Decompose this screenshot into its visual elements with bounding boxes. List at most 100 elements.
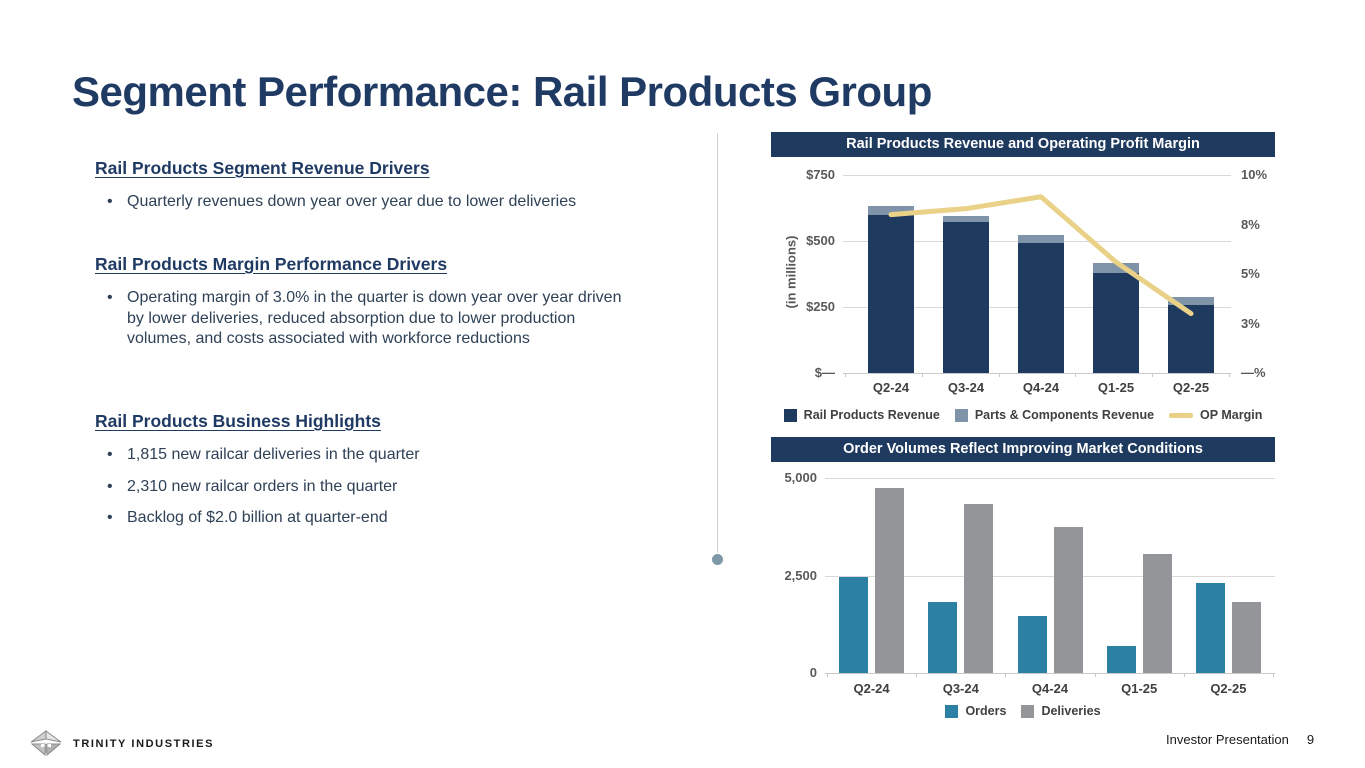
right-axis-tick-label: 3% [1241, 315, 1260, 331]
section-margin-drivers: Rail Products Margin Performance Drivers… [95, 254, 695, 361]
bullet-item: 2,310 new railcar orders in the quarter [95, 477, 627, 498]
revenue-margin-chart: Rail Products Revenue and Operating Prof… [771, 132, 1275, 430]
bullet-list: Operating margin of 3.0% in the quarter … [95, 288, 627, 350]
legend-item: Deliveries [1021, 704, 1101, 718]
x-axis-tick [1152, 373, 1154, 377]
x-axis-tick [921, 373, 923, 377]
order-volumes-plot: 5,000 2,500 0 Q2-24 Q3-24 Q4-24 Q1-25 Q2-25 [771, 437, 1275, 734]
left-axis-tick-label: $750 [806, 167, 835, 182]
parts-components-revenue-bar [1093, 263, 1139, 273]
rail-revenue-legend-swatch [783, 408, 797, 422]
y-axis-tick-label: 2,500 [784, 567, 817, 583]
x-axis-tick [1183, 673, 1185, 677]
bullet-item: 1,815 new railcar deliveries in the quar… [95, 445, 627, 466]
right-axis-tick-label: 10% [1241, 167, 1268, 182]
x-axis-tick [998, 373, 1000, 377]
bullet-list: Quarterly revenues down year over year d… [95, 192, 627, 213]
deliveries-legend-swatch [1021, 704, 1035, 718]
rail-products-revenue-bar [943, 221, 989, 373]
section-heading: Rail Products Margin Performance Drivers [95, 254, 448, 274]
legend-label: OP Margin [1200, 408, 1263, 422]
section-heading: Rail Products Segment Revenue Drivers [95, 158, 430, 178]
parts-components-revenue-bar [868, 205, 914, 215]
legend-label: Parts & Components Revenue [974, 408, 1155, 422]
rail-products-revenue-bar [1093, 272, 1139, 373]
legend-item: OP Margin [1169, 408, 1262, 422]
x-axis-label: Q3-24 [942, 681, 979, 696]
left-axis-tick-label: $250 [806, 299, 835, 314]
rail-products-revenue-bar [868, 214, 914, 373]
x-axis-tick [1005, 673, 1007, 677]
x-axis-label: Q1-25 [1097, 380, 1135, 395]
legend-item: Parts & Components Revenue [954, 408, 1155, 422]
left-axis-tick-label: $500 [806, 233, 835, 248]
legend-label: Deliveries [1041, 704, 1101, 718]
bullet-list: 1,815 new railcar deliveries in the quar… [95, 445, 627, 529]
gridline [843, 175, 1231, 176]
x-axis-label: Q2-24 [872, 380, 910, 395]
section-heading: Rail Products Business Highlights [95, 411, 381, 431]
x-axis-label: Q2-25 [1172, 380, 1210, 395]
x-axis-tick [916, 673, 918, 677]
legend-item: Orders [945, 704, 1006, 718]
revenue-margin-legend: Rail Products Revenue Parts & Components … [771, 408, 1275, 422]
x-axis-label: Q3-24 [947, 380, 985, 395]
section-business-highlights: Rail Products Business Highlights 1,815 … [95, 411, 695, 540]
orders-bar [928, 602, 958, 673]
section-revenue-drivers: Rail Products Segment Revenue Drivers Qu… [95, 158, 695, 224]
revenue-margin-plot: $750 $500 $250 $— (in millions) 10% 8% 5% 3% —% Q2… [771, 132, 1275, 430]
parts-components-revenue-bar [943, 215, 989, 222]
x-axis-tick [1075, 373, 1077, 377]
deliveries-bar [1142, 553, 1172, 673]
page-title: Segment Performance: Rail Products Group [72, 68, 932, 115]
x-axis-label: Q2-25 [1210, 681, 1247, 696]
page-number: 9 [1306, 732, 1315, 747]
trinity-diamond-icon [30, 730, 62, 757]
gridline [825, 575, 1275, 577]
x-axis-label: Q1-25 [1121, 681, 1158, 696]
x-axis-tick [827, 673, 828, 677]
legend-label: Orders [965, 704, 1007, 718]
orders-bar [1195, 582, 1225, 673]
x-axis-label: Q2-24 [853, 681, 890, 696]
revenue-margin-chart-title: Rail Products Revenue and Operating Prof… [771, 132, 1275, 157]
legend-item: Rail Products Revenue [783, 408, 940, 422]
bullet-item: Operating margin of 3.0% in the quarter … [95, 288, 627, 350]
right-axis-tick-label: 5% [1241, 266, 1260, 281]
x-axis-label: Q4-24 [1022, 380, 1060, 395]
legend-label: Rail Products Revenue [803, 408, 940, 422]
bullet-item: Backlog of $2.0 billion at quarter-end [95, 508, 627, 529]
deliveries-bar [1053, 526, 1083, 673]
left-axis-tick-label: $— [814, 365, 835, 380]
parts-components-revenue-bar [1018, 234, 1064, 244]
orders-legend-swatch [945, 704, 959, 718]
order-volumes-legend: Orders Deliveries [771, 704, 1275, 718]
right-axis-tick-label: —% [1241, 365, 1266, 380]
orders-bar [1017, 616, 1047, 673]
left-axis-title: (in millions) [783, 235, 799, 309]
rail-products-revenue-bar [1018, 243, 1064, 373]
gridline [843, 373, 1231, 374]
gridline [825, 478, 1275, 479]
deliveries-bar [1231, 602, 1261, 673]
rail-products-revenue-bar [1168, 304, 1214, 373]
order-volumes-chart: Order Volumes Reflect Improving Market C… [771, 437, 1275, 734]
vertical-divider [717, 133, 718, 553]
x-axis-tick [1273, 673, 1274, 677]
company-logo: TRINITY INDUSTRIES [28, 730, 214, 757]
right-axis-tick-label: 8% [1241, 216, 1260, 232]
footer-label: Investor Presentation [1166, 732, 1289, 747]
parts-revenue-legend-swatch [954, 408, 968, 422]
brand-name: TRINITY INDUSTRIES [73, 737, 215, 750]
y-axis-tick-label: 0 [809, 665, 817, 680]
y-axis-tick-label: 5,000 [784, 470, 817, 485]
divider-dot [712, 554, 723, 565]
orders-bar [1106, 645, 1136, 673]
footer-right: Investor Presentation 9 [1166, 732, 1314, 747]
x-axis-tick [845, 373, 846, 377]
x-axis-tick [1229, 373, 1230, 377]
op-margin-legend-swatch [1169, 412, 1194, 418]
bullet-item: Quarterly revenues down year over year d… [95, 192, 627, 213]
orders-bar [839, 577, 869, 673]
